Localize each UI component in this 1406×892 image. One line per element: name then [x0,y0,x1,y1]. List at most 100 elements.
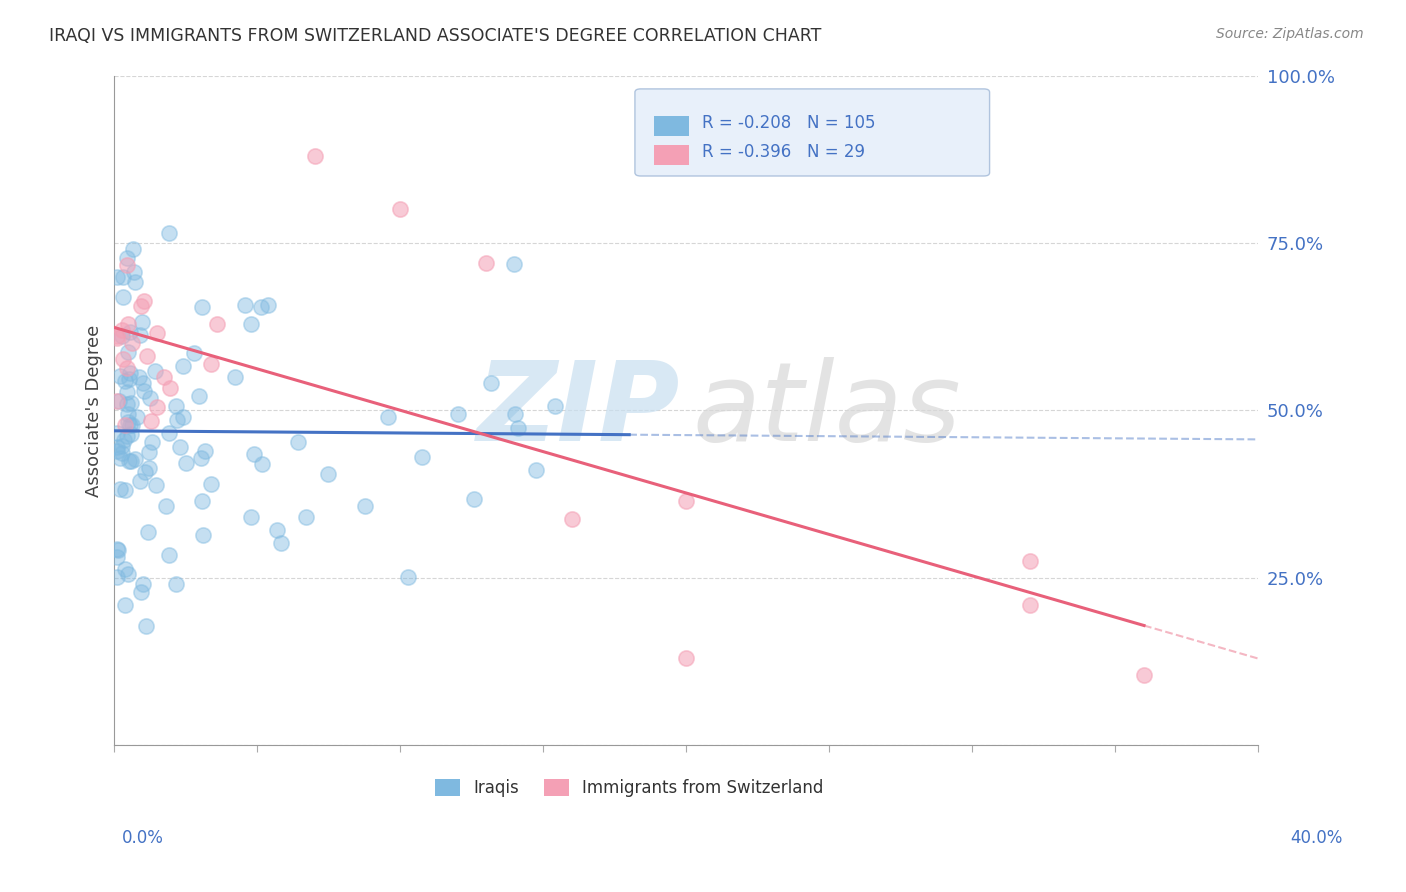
Point [396,570,419,584]
Point [132,576,155,591]
Point [131,376,153,390]
Point [117,415,139,429]
Point [190,493,212,508]
Point [114,483,136,498]
Point [463,491,485,506]
Point [190,450,212,465]
Text: R = -0.208   N = 105: R = -0.208 N = 105 [703,114,876,132]
Point [115,360,138,375]
Point [132,384,155,398]
Point [111,269,134,284]
Text: 40.0%: 40.0% [1291,829,1343,847]
Point [194,443,217,458]
Point [129,585,152,599]
Point [543,399,565,413]
Point [129,474,152,488]
Point [114,598,136,612]
Point [239,510,262,524]
Point [134,466,156,480]
Point [136,524,159,539]
Point [115,252,138,266]
Point [153,370,176,384]
Point [115,384,138,399]
Point [502,257,524,271]
Point [155,499,177,513]
Point [107,543,129,558]
Point [108,393,131,408]
Point [165,577,187,591]
FancyBboxPatch shape [636,89,990,176]
Point [117,407,139,421]
Point [127,410,149,425]
Point [114,417,136,432]
Point [136,349,159,363]
Point [172,409,194,424]
Legend: Iraqis, Immigrants from Switzerland: Iraqis, Immigrants from Switzerland [429,772,831,804]
Point [120,418,142,433]
Point [250,457,273,471]
Point [135,619,157,633]
Point [112,290,135,304]
Point [105,570,128,584]
Point [157,425,180,440]
Point [105,394,128,409]
Point [389,202,412,217]
Point [120,453,142,467]
Point [117,566,139,581]
Point [165,399,187,413]
Point [111,439,134,453]
Point [128,327,150,342]
Point [1018,554,1040,568]
Point [270,536,292,550]
Point [446,407,468,421]
Point [1133,668,1156,682]
Point [120,426,142,441]
Point [105,425,128,440]
Point [145,478,167,492]
Point [141,435,163,450]
Text: IRAQI VS IMMIGRANTS FROM SWITZERLAND ASSOCIATE'S DEGREE CORRELATION CHART: IRAQI VS IMMIGRANTS FROM SWITZERLAND ASS… [49,27,821,45]
Point [105,328,128,343]
Point [114,561,136,575]
Point [121,335,143,350]
Point [287,435,309,450]
Point [110,451,132,466]
Point [240,317,263,331]
Point [132,293,155,308]
Point [138,444,160,458]
Point [139,414,162,428]
Point [675,494,697,508]
Point [143,363,166,377]
Point [118,454,141,468]
Point [121,242,143,256]
Point [129,299,152,313]
Point [174,456,197,470]
Text: R = -0.396   N = 29: R = -0.396 N = 29 [703,143,866,161]
Point [157,549,180,563]
Point [120,396,142,410]
Point [377,409,399,424]
Point [105,269,128,284]
Point [114,374,136,388]
Point [118,371,141,385]
Y-axis label: Associate's Degree: Associate's Degree [86,325,103,497]
Point [508,420,530,434]
Point [139,391,162,405]
Point [190,300,212,314]
Point [675,651,697,665]
Point [120,366,142,380]
Text: ZIP: ZIP [477,357,681,464]
Text: atlas: atlas [692,357,960,464]
Point [316,467,339,481]
Point [111,352,134,367]
Point [166,413,188,427]
Point [157,226,180,240]
Point [122,265,145,279]
Point [105,444,128,458]
Point [131,316,153,330]
Point [138,460,160,475]
Point [224,369,246,384]
Point [1018,598,1040,612]
Point [169,440,191,454]
Point [172,359,194,374]
